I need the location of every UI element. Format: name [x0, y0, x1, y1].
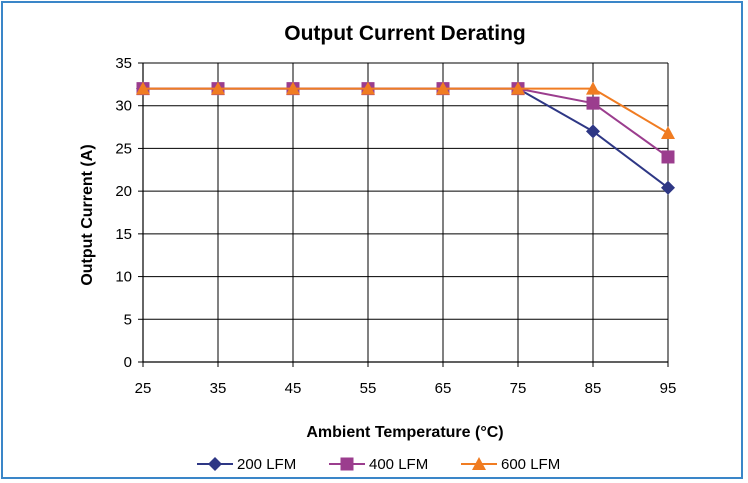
- data-point-triangle: [436, 81, 450, 95]
- data-point-diamond: [661, 180, 675, 195]
- data-point-square: [661, 150, 675, 164]
- y-tick-label: 20: [115, 183, 132, 200]
- x-tick-labels: 25 35 45 55 65 75 85 95: [135, 380, 677, 397]
- x-axis-title: Ambient Temperature (°C): [306, 424, 503, 441]
- legend-label: 600 LFM: [501, 456, 560, 473]
- y-tick-label: 25: [115, 140, 132, 157]
- y-tick-labels: 0 5 10 15 20 25 30 35: [115, 55, 132, 371]
- y-tick-label: 15: [115, 226, 132, 243]
- x-tick-label: 35: [210, 380, 227, 397]
- data-point-diamond: [586, 124, 600, 139]
- x-tick-label: 55: [360, 380, 377, 397]
- chart-title: Output Current Derating: [284, 22, 526, 45]
- data-point-triangle: [211, 81, 225, 95]
- y-axis-title: Output Current (A): [79, 144, 96, 285]
- data-point-square: [586, 96, 600, 110]
- data-point-triangle: [511, 81, 525, 95]
- x-tick-label: 45: [285, 380, 302, 397]
- x-tick-label: 85: [585, 380, 602, 397]
- x-tick-label: 65: [435, 380, 452, 397]
- x-tick-label: 95: [660, 380, 677, 397]
- data-point-triangle: [586, 81, 600, 95]
- data-point-triangle: [286, 81, 300, 95]
- data-point-triangle: [661, 126, 675, 140]
- y-tick-label: 0: [124, 354, 132, 371]
- legend-label: 200 LFM: [237, 456, 296, 473]
- legend-marker-triangle: [472, 457, 486, 470]
- grid-lines: [143, 62, 669, 362]
- y-tick-label: 30: [115, 98, 132, 115]
- legend-marker-square: [340, 457, 354, 471]
- y-tick-label: 35: [115, 55, 132, 72]
- legend-item: 600 LFM: [461, 456, 560, 473]
- data-point-triangle: [361, 81, 375, 95]
- legend-marker-diamond: [208, 457, 222, 471]
- legend: 200 LFM 400 LFM 600 LFM: [197, 456, 560, 473]
- plot-area: [138, 62, 669, 367]
- legend-item: 200 LFM: [197, 456, 296, 473]
- data-point-triangle: [136, 81, 150, 95]
- legend-item: 400 LFM: [329, 456, 428, 473]
- series-group: [136, 81, 675, 195]
- y-tick-label: 5: [124, 311, 132, 328]
- series-600-lfm: [136, 81, 675, 140]
- x-tick-label: 75: [510, 380, 527, 397]
- x-tick-label: 25: [135, 380, 152, 397]
- series-line: [143, 87, 669, 134]
- legend-label: 400 LFM: [369, 456, 428, 473]
- y-tick-label: 10: [115, 269, 132, 286]
